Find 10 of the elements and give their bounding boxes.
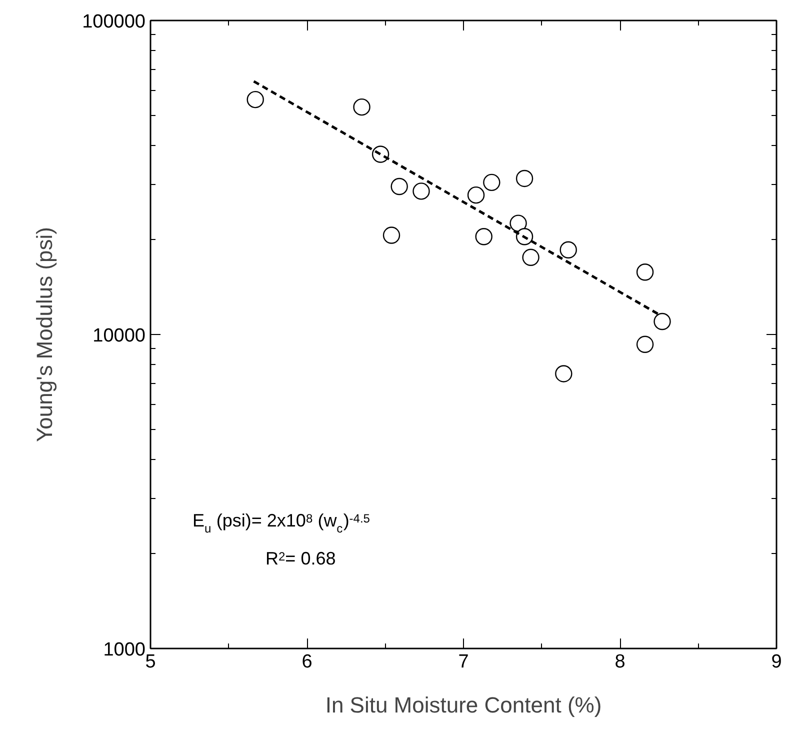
x-axis-title: In Situ Moisture Content (%) — [325, 692, 602, 718]
x-tick-label: 7 — [458, 652, 469, 672]
y-tick-label: 100000 — [82, 12, 146, 32]
y-axis-title: Young's Modulus (psi) — [32, 227, 58, 442]
x-tick-label: 9 — [771, 652, 782, 672]
x-tick-label: 5 — [145, 652, 156, 672]
y-tick-label: 1000 — [103, 640, 146, 660]
x-tick-label: 8 — [614, 652, 626, 672]
y-tick-label: 10000 — [92, 326, 146, 346]
x-tick-label: 6 — [302, 652, 312, 672]
